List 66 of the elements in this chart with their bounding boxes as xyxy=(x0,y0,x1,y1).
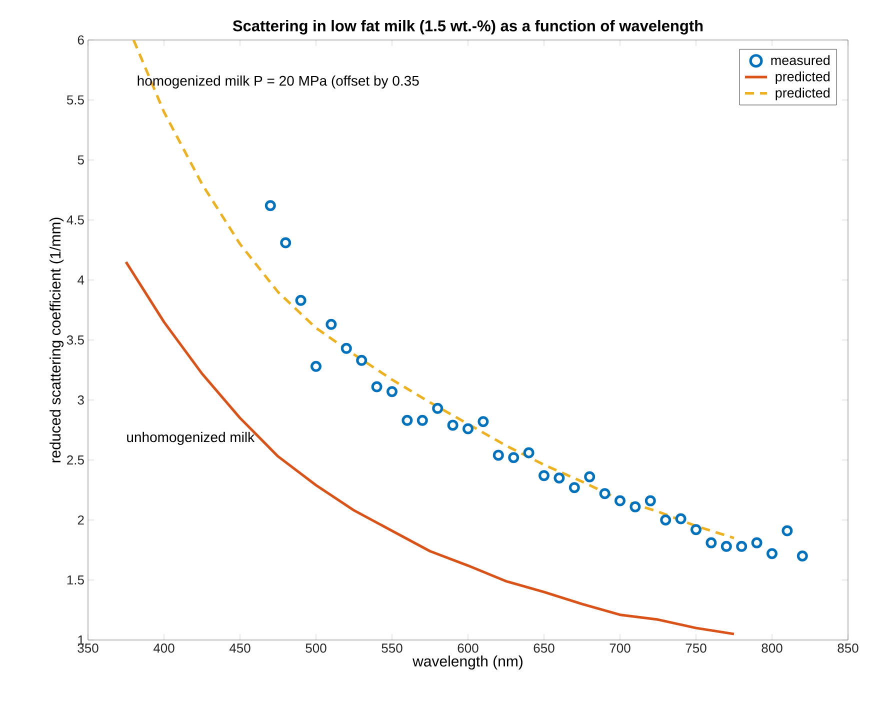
x-tick-label: 650 xyxy=(534,644,554,653)
point xyxy=(462,423,474,434)
point xyxy=(295,294,306,306)
point xyxy=(630,501,641,512)
legend-label: predicted xyxy=(776,88,830,100)
y-tick-label: 4.5 xyxy=(66,215,84,225)
y-tick-label: 6 xyxy=(78,35,84,45)
x-tick-label: 400 xyxy=(153,644,174,653)
point xyxy=(280,237,292,248)
point xyxy=(675,513,686,524)
point xyxy=(371,381,382,392)
point xyxy=(690,524,702,536)
point xyxy=(660,514,672,526)
point xyxy=(751,537,762,548)
point xyxy=(599,488,610,500)
y-tick-label: 5 xyxy=(78,155,84,165)
point xyxy=(568,482,580,494)
point xyxy=(326,318,337,330)
legend-label: measured xyxy=(771,55,830,66)
y-tick-label: 3.5 xyxy=(66,335,84,345)
point xyxy=(720,540,732,552)
y-axis-title: reduced scattering coefficient (1/mm) xyxy=(50,218,64,462)
y-tick-label: 4 xyxy=(78,276,84,284)
point xyxy=(264,200,276,212)
annotation: homogenized milk P = 20 MPa (offset by 0.35 xyxy=(138,75,419,89)
x-tick-label: 350 xyxy=(78,644,98,653)
x-tick-label: 550 xyxy=(382,644,402,653)
point xyxy=(340,342,352,354)
point xyxy=(432,402,444,414)
line-series xyxy=(124,260,736,636)
point xyxy=(736,540,748,552)
point xyxy=(356,354,368,366)
point xyxy=(508,452,520,464)
point xyxy=(644,495,656,506)
legend-label: predicted xyxy=(776,71,830,84)
y-tick-label: 2.5 xyxy=(67,455,84,465)
point xyxy=(310,360,322,372)
point xyxy=(523,447,534,458)
point xyxy=(478,416,489,428)
point xyxy=(614,495,626,506)
point xyxy=(402,414,413,426)
point xyxy=(584,471,596,482)
y-tick-label: 5.5 xyxy=(66,95,84,105)
x-tick-label: 750 xyxy=(686,644,706,653)
x-tick-label: 700 xyxy=(610,644,630,653)
point xyxy=(766,548,778,560)
x-axis-title: wavelength (nm) xyxy=(412,656,522,670)
point xyxy=(538,470,550,482)
x-tick-label: 850 xyxy=(838,644,858,653)
annotation: unhomogenized milk xyxy=(127,432,255,445)
point xyxy=(782,525,793,536)
x-tick-label: 500 xyxy=(306,644,326,653)
point xyxy=(386,386,398,398)
point xyxy=(796,550,808,562)
x-tick-label: 600 xyxy=(458,644,478,653)
chart-title: Scattering in low fat milk (1.5 wt.-%) as a function of wavelength xyxy=(232,20,703,34)
x-tick-label: 450 xyxy=(229,644,250,653)
point xyxy=(416,414,428,426)
y-tick-label: 2 xyxy=(78,515,84,525)
point xyxy=(492,450,504,461)
point xyxy=(554,472,565,484)
point xyxy=(706,537,717,548)
y-tick-label: 3 xyxy=(78,395,84,405)
x-tick-label: 800 xyxy=(762,644,782,653)
y-tick-label: 1.5 xyxy=(67,575,84,585)
point xyxy=(447,420,458,431)
